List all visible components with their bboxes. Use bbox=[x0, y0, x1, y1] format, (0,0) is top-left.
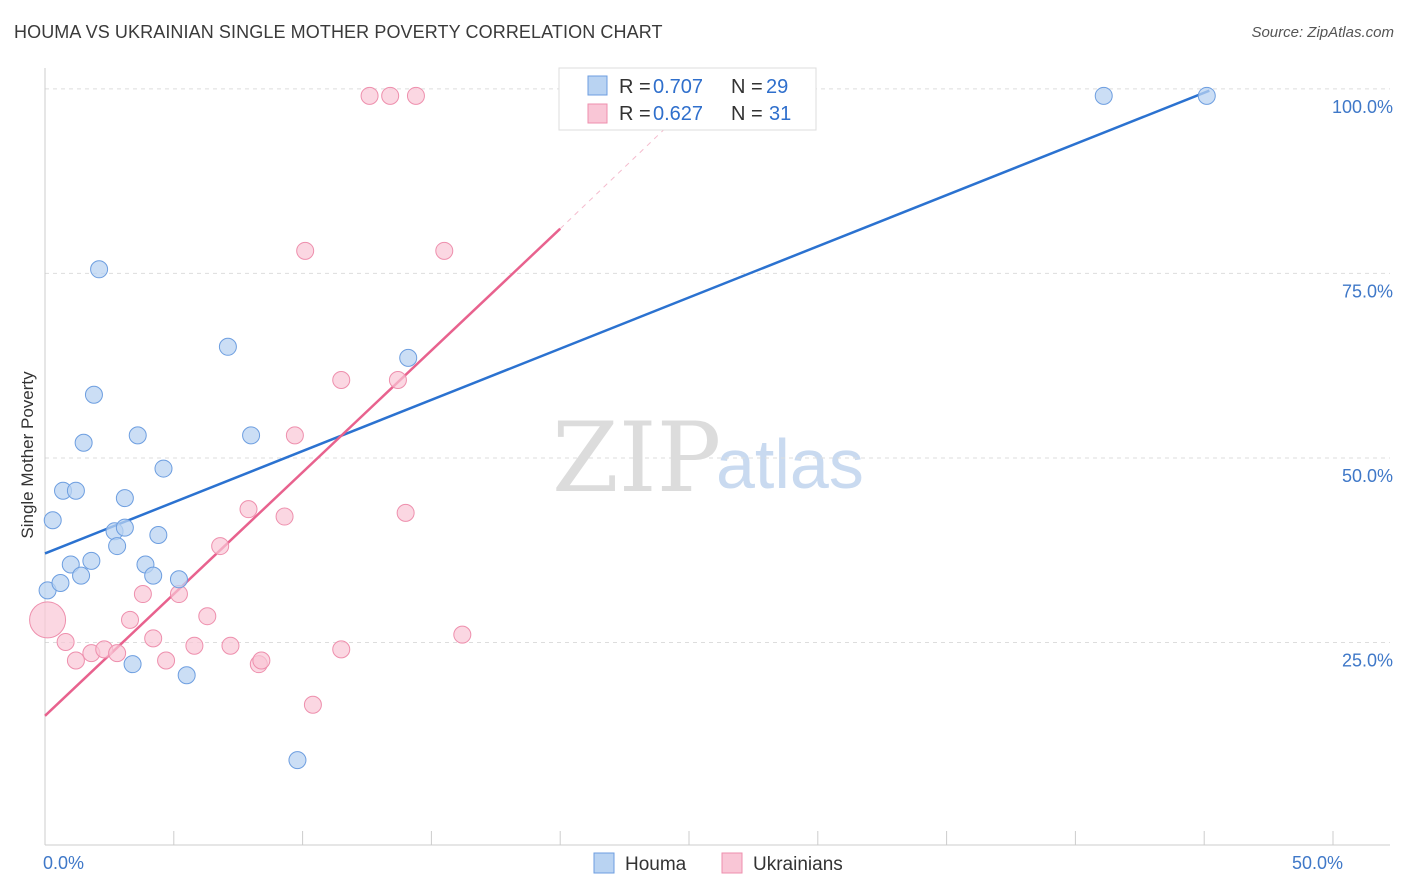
houma-point bbox=[242, 426, 261, 445]
houma-point bbox=[90, 260, 109, 279]
houma-point bbox=[144, 566, 163, 585]
source-credit: Source: ZipAtlas.com bbox=[1251, 24, 1394, 41]
legend: R = 0.707 N = 29 R = 0.627 N = 31 bbox=[558, 67, 817, 131]
houma-point bbox=[66, 481, 85, 500]
houma-point bbox=[1197, 86, 1216, 105]
ukrainians-point bbox=[332, 371, 351, 389]
houma-point bbox=[82, 551, 101, 570]
ukrainians-point bbox=[198, 607, 217, 626]
houma-point bbox=[72, 566, 91, 585]
houma-point bbox=[128, 426, 147, 445]
ukrainians-point bbox=[133, 585, 152, 604]
legend-houma-r-value: 0.707 bbox=[653, 76, 703, 98]
houma-point bbox=[43, 511, 62, 530]
houma-point bbox=[177, 666, 196, 685]
y-tick-label: 25.0% bbox=[1342, 650, 1393, 670]
ukrainians-point bbox=[252, 651, 271, 670]
ukrainians-point bbox=[108, 644, 127, 663]
ukrainians-point bbox=[221, 636, 240, 655]
y-tick-label: 100.0% bbox=[1332, 97, 1393, 117]
ukrainians-point bbox=[66, 651, 85, 670]
houma-point bbox=[115, 489, 134, 508]
houma-point bbox=[169, 570, 188, 589]
legend-houma-r-label: R = bbox=[619, 76, 651, 98]
ukrainians-point bbox=[406, 86, 425, 105]
houma-point bbox=[399, 348, 418, 367]
gridlines bbox=[45, 88, 1390, 643]
y-tick-label: 75.0% bbox=[1342, 281, 1393, 301]
bottom-legend-ukr-label: Ukrainians bbox=[753, 854, 843, 875]
houma-point bbox=[74, 433, 93, 452]
trend-lines bbox=[44, 89, 1210, 717]
ukrainians-point bbox=[453, 625, 472, 644]
houma-point bbox=[51, 573, 70, 592]
ukrainians-trend-extension bbox=[559, 124, 669, 230]
ukrainians-point bbox=[29, 601, 67, 639]
ukrainians-point bbox=[144, 629, 163, 648]
ukrainians-point bbox=[435, 241, 454, 260]
chart-title: HOUMA VS UKRAINIAN SINGLE MOTHER POVERTY… bbox=[14, 22, 663, 42]
houma-point bbox=[123, 655, 142, 674]
houma-point bbox=[218, 337, 237, 356]
legend-ukr-r-value: 0.627 bbox=[653, 103, 703, 125]
ukrainians-point bbox=[360, 86, 379, 105]
legend-ukr-n-label: N = bbox=[731, 103, 763, 125]
ukrainians-point bbox=[157, 651, 176, 670]
houma-point bbox=[115, 518, 134, 537]
data-points bbox=[29, 86, 1216, 770]
legend-houma-swatch bbox=[587, 75, 608, 96]
ukrainians-point bbox=[239, 500, 258, 519]
ukrainians-point bbox=[211, 537, 230, 556]
legend-ukr-r-label: R = bbox=[619, 103, 651, 125]
y-tick-label: 50.0% bbox=[1342, 466, 1393, 486]
houma-point bbox=[1094, 86, 1113, 105]
x-tick-label: 50.0% bbox=[1292, 853, 1343, 873]
houma-point bbox=[84, 385, 103, 404]
ukrainians-point bbox=[396, 503, 415, 522]
legend-ukr-n-value: 31 bbox=[769, 103, 791, 125]
houma-point bbox=[149, 526, 168, 544]
watermark-atlas: atlas bbox=[716, 425, 864, 503]
houma-point bbox=[108, 537, 127, 556]
ukrainians-point bbox=[388, 371, 407, 389]
houma-point bbox=[288, 751, 307, 770]
ukrainians-point bbox=[275, 507, 294, 526]
tick-labels: 25.0% 50.0% 75.0% 100.0% 0.0% 50.0% bbox=[43, 97, 1393, 873]
ukrainians-point bbox=[332, 640, 351, 659]
y-axis-label: Single Mother Poverty bbox=[18, 371, 37, 539]
houma-point bbox=[154, 459, 173, 478]
watermark: ZIP atlas bbox=[552, 402, 864, 514]
ukrainians-point bbox=[303, 695, 322, 714]
ukrainians-trend-line bbox=[44, 227, 562, 717]
legend-ukr-swatch bbox=[587, 103, 608, 124]
bottom-legend-houma-label: Houma bbox=[625, 854, 687, 875]
ukrainians-point bbox=[381, 86, 400, 105]
houma-trend-line bbox=[44, 89, 1210, 555]
ukrainians-point bbox=[185, 636, 204, 655]
houma-point bbox=[61, 555, 80, 574]
ukrainians-point bbox=[121, 610, 140, 629]
legend-houma-n-label: N = bbox=[731, 76, 763, 98]
bottom-legend: Houma Ukrainians bbox=[593, 852, 843, 875]
bottom-legend-ukr-swatch bbox=[721, 852, 743, 874]
x-tick-label: 0.0% bbox=[43, 853, 84, 873]
ukrainians-point bbox=[285, 426, 304, 445]
ukrainians-point bbox=[56, 633, 75, 652]
bottom-legend-houma-swatch bbox=[593, 852, 615, 874]
legend-houma-n-value: 29 bbox=[766, 76, 788, 98]
ukrainians-point bbox=[296, 241, 315, 260]
